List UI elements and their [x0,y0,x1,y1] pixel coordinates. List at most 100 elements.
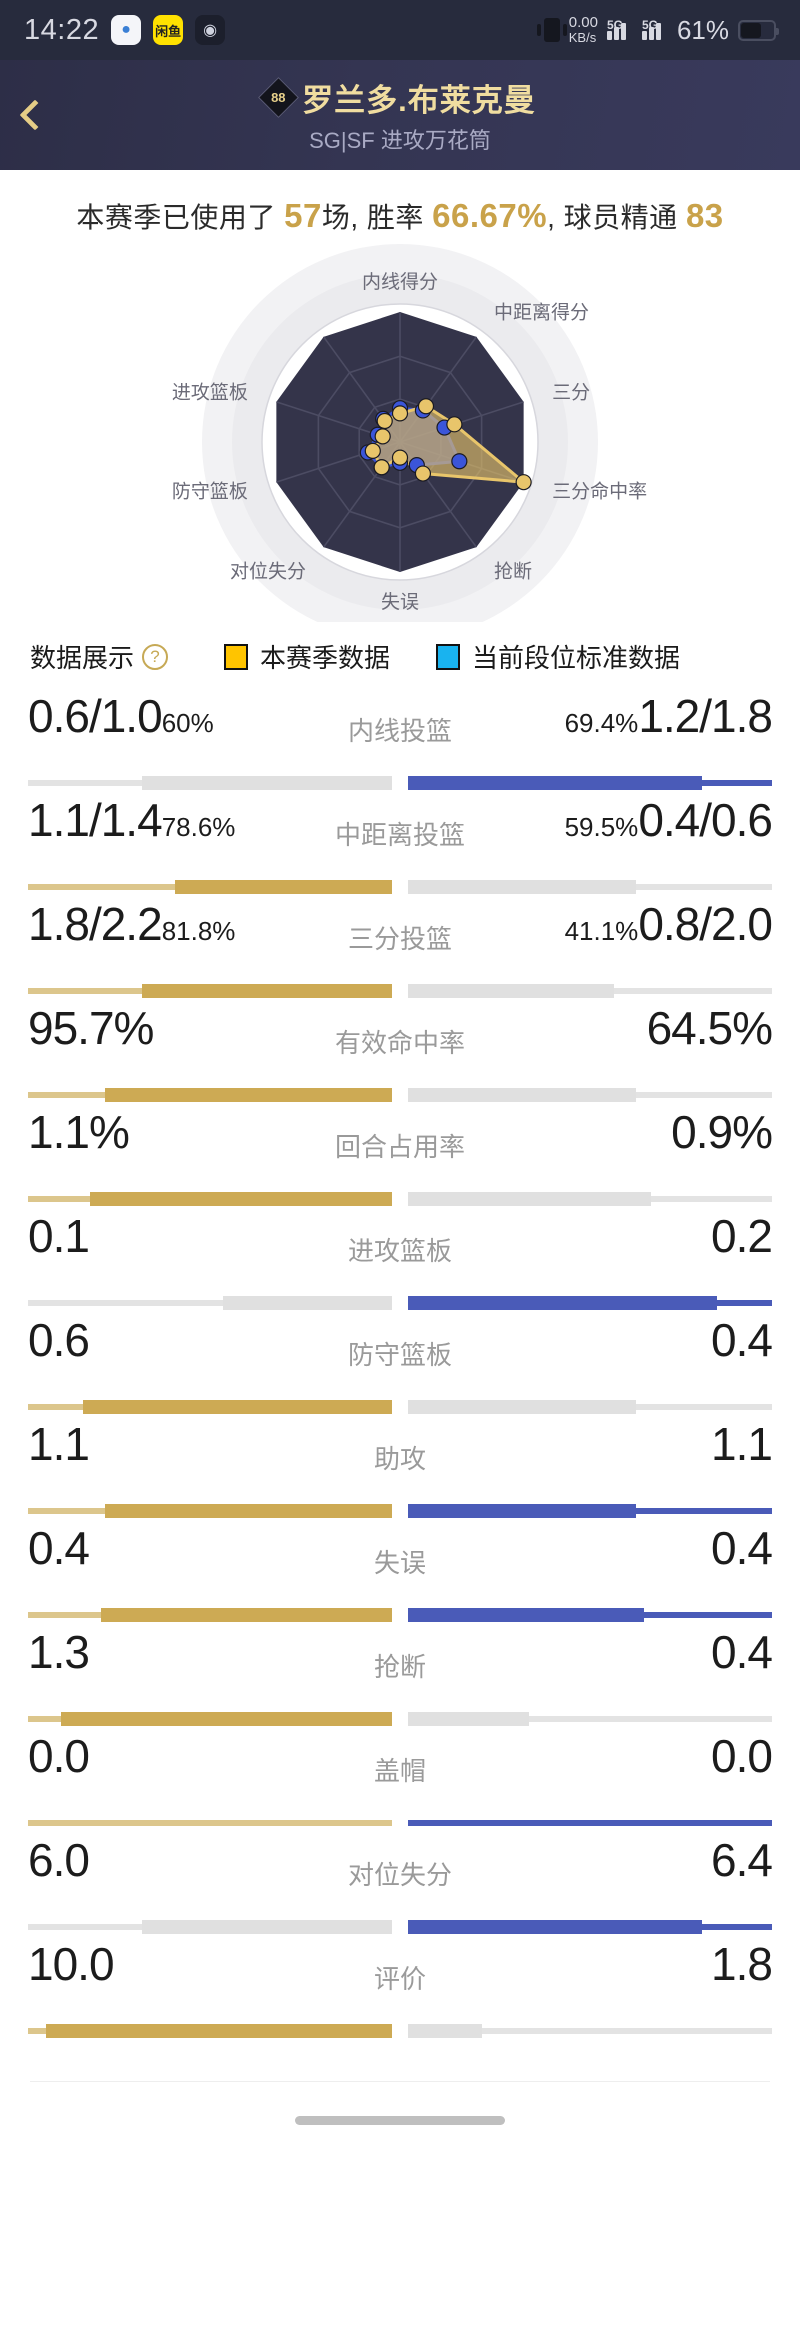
stat-bar-right-fill [408,1400,637,1414]
stat-bar-right-fill [408,1504,637,1518]
stat-bars [0,1605,800,1625]
net-speed: 0.00 KB/s [569,15,598,45]
stat-bars [0,2021,800,2041]
summary-prefix: 本赛季已使用了 [76,202,276,233]
stat-label: 抢断 [373,1652,426,1682]
stat-row: 0.4 失误 0.4 [0,1521,800,1625]
stat-label: 盖帽 [373,1756,426,1786]
stat-left: 0.6/1.0 60% [28,689,214,743]
page-header: 88 罗兰多.布莱克曼 SG|SF 进攻万花筒 [0,60,800,170]
legend-item-rank: 当前段位标准数据 [436,638,680,675]
stat-bar-left-fill [104,1504,392,1518]
stat-bar-left-fill [174,880,392,894]
stat-bar-left [0,1813,400,1833]
stat-left-value: 1.1% [28,1106,130,1158]
summary-mid1: 场, 胜率 [321,202,424,233]
stat-left-value: 1.1/1.4 [28,794,163,846]
stat-right: 0.2 [711,1209,773,1263]
header-title-line: 88 罗兰多.布莱克曼 [0,75,800,120]
status-bar-left: 14:22 ● 闲鱼 ◉ [24,13,226,47]
stat-bar-right [400,1397,800,1417]
stat-bars [0,1813,800,1833]
radar-axis-label: 对位失分 [230,560,306,582]
stat-row: 1.1% 回合占用率 0.9% [0,1105,800,1209]
stat-row: 95.7% 有效命中率 64.5% [0,1001,800,1105]
stat-label: 进攻篮板 [347,1236,452,1266]
question-mark-icon[interactable]: ? [142,643,169,670]
legend-label-season: 本赛季数据 [260,643,391,673]
stat-bars [0,773,800,793]
stat-row: 6.0 对位失分 6.4 [0,1833,800,1937]
stat-right: 0.9% [671,1105,773,1159]
stat-bar-left-fill [141,776,392,790]
stat-row: 1.1/1.4 78.6% 中距离投篮 59.5% 0.4/0.6 [0,793,800,897]
stat-right: 0.4 [711,1313,773,1367]
overall-rating-badge: 88 [258,76,300,119]
stat-bar-left [0,1085,400,1105]
stat-bar-right-fill [408,1608,644,1622]
stat-left-value: 10.0 [28,1938,115,1990]
stat-row: 1.1 助攻 1.1 [0,1417,800,1521]
player-position-subtitle: SG|SF 进攻万花筒 [309,128,491,153]
radar-axis-label: 三分命中率 [552,480,647,502]
legend-swatch-season [224,643,249,670]
stat-right: 41.1% 0.8/2.0 [565,897,773,951]
stat-left-value: 0.6/1.0 [28,690,163,742]
stat-row: 0.1 进攻篮板 0.2 [0,1209,800,1313]
stat-label: 助攻 [373,1444,426,1474]
stat-right-pct: 59.5% [564,812,639,842]
stat-left: 0.6 [28,1313,90,1367]
radar-chart: 内线得分 中距离得分 三分 三分命中率 抢断 失误 对位失分 防守篮板 进攻篮板 [0,242,800,622]
stat-left-value: 0.6 [28,1314,90,1366]
stat-left-value: 0.4 [28,1522,90,1574]
stat-bar-right [400,1709,800,1729]
stat-left: 0.4 [28,1521,90,1575]
stat-right: 1.1 [711,1417,773,1471]
stat-left: 95.7% [28,1001,154,1055]
stat-bar-right-track [408,1716,772,1722]
stat-bar-right-fill [408,1192,651,1206]
stat-left-pct: 78.6% [161,812,236,842]
stat-bar-left [0,2021,400,2041]
stat-label: 防守篮板 [347,1340,452,1370]
stat-bar-right [400,2021,800,2041]
chevron-left-icon [19,99,51,131]
radar-axis-label: 失误 [381,591,419,613]
stat-right-value: 64.5% [646,1002,773,1054]
stat-bar-right-fill [408,1920,703,1934]
stat-values: 1.1 助攻 1.1 [0,1417,800,1501]
stat-bar-left [0,1293,400,1313]
xianyu-icon: 闲鱼 [153,15,184,45]
stat-right-value: 0.2 [711,1210,773,1262]
stat-right: 69.4% 1.2/1.8 [564,689,773,743]
stat-values: 0.6/1.0 60% 内线投篮 69.4% 1.2/1.8 [0,689,800,773]
stat-bar-left [0,1189,400,1209]
stat-bar-right-fill [408,880,637,894]
status-time: 14:22 [24,13,100,46]
status-bar-right: 0.00 KB/s 5G 5G 61% [536,14,779,46]
summary-games: 57 [284,197,322,234]
stat-row: 0.6 防守篮板 0.4 [0,1313,800,1417]
stat-right-pct: 69.4% [564,708,639,738]
stat-bar-right-fill [408,776,703,790]
stat-row: 10.0 评价 1.8 [0,1937,800,2041]
battery-percent: 61% [676,14,729,45]
legend-title-text: 数据展示 [30,643,135,673]
stat-values: 0.6 防守篮板 0.4 [0,1313,800,1397]
stat-left-pct: 60% [161,708,214,738]
stat-right: 1.8 [711,1937,773,1991]
stat-comparison-list: 0.6/1.0 60% 内线投篮 69.4% 1.2/1.8 1.1/1.4 78.6% 中距… [0,689,800,2041]
battery-icon [738,19,779,41]
home-indicator [295,2116,505,2125]
stat-values: 0.4 失误 0.4 [0,1521,800,1605]
stat-left-value: 1.1 [28,1418,90,1470]
stat-bar-right-track [408,2028,772,2034]
legend-item-season: 本赛季数据 [224,638,390,675]
stat-left-value: 95.7% [28,1002,154,1054]
radar-axis-label: 进攻篮板 [172,382,248,404]
stat-right-value: 1.2/1.8 [638,690,773,742]
stat-bar-left-fill [141,1920,392,1934]
back-button[interactable] [0,60,70,170]
vibrate-icon [536,18,567,42]
stat-bars [0,1293,800,1313]
